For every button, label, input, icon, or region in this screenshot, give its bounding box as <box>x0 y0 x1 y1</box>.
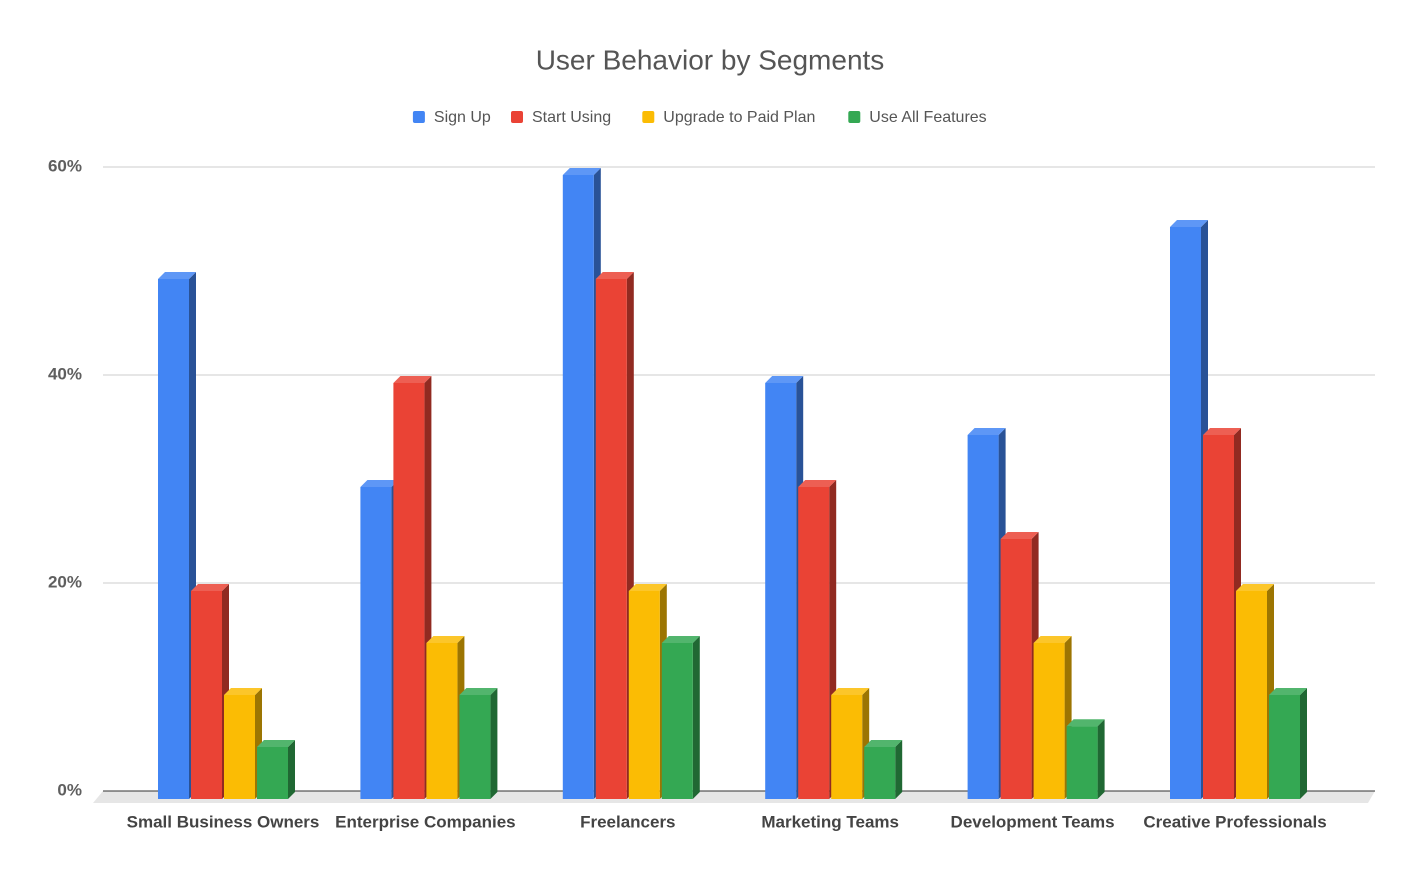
bar <box>1033 643 1065 799</box>
bar-top <box>426 636 465 643</box>
bar <box>562 175 594 799</box>
bar-top <box>1203 428 1241 435</box>
bar-side <box>895 740 903 799</box>
bar-top <box>224 688 262 695</box>
legend-swatch <box>642 111 655 123</box>
bar-top <box>191 584 229 591</box>
bar <box>661 643 693 799</box>
y-tick-label: 40% <box>48 364 82 383</box>
bar <box>831 695 863 799</box>
legend-label: Sign Up <box>434 109 491 126</box>
bar-top <box>158 272 196 279</box>
bar-top <box>831 688 870 695</box>
bar-top <box>798 480 837 487</box>
bar-top <box>765 376 804 383</box>
bar-top <box>1000 532 1039 539</box>
bar-top <box>864 740 903 747</box>
x-tick-label: Enterprise Companies <box>335 812 515 831</box>
y-tick-label: 20% <box>48 572 82 591</box>
bar <box>257 747 288 799</box>
bar-side <box>1300 688 1307 799</box>
bar <box>864 747 896 799</box>
bar-side <box>490 688 498 799</box>
y-tick-label: 0% <box>57 780 82 799</box>
bar <box>360 487 392 799</box>
x-tick-label: Creative Professionals <box>1143 812 1326 831</box>
bar-side <box>1097 719 1105 799</box>
legend-label: Upgrade to Paid Plan <box>663 109 815 126</box>
legend-label: Use All Features <box>869 109 986 126</box>
legend-label: Start Using <box>532 109 611 126</box>
bar-top <box>628 584 667 591</box>
bar <box>1269 695 1300 799</box>
bar <box>426 643 458 799</box>
bar-top <box>257 740 295 747</box>
bar <box>765 383 797 799</box>
bar-top <box>1033 636 1072 643</box>
x-tick-label: Development Teams <box>951 812 1115 831</box>
chart-title: User Behavior by Segments <box>536 44 885 75</box>
bar <box>393 383 425 799</box>
x-tick-label: Small Business Owners <box>127 812 320 831</box>
bar-top <box>360 480 399 487</box>
bar <box>459 695 491 799</box>
bar-top <box>1236 584 1274 591</box>
bar-top <box>1170 220 1208 227</box>
bar <box>224 695 255 799</box>
bar <box>595 279 627 799</box>
bar-side <box>692 636 700 799</box>
bar <box>191 591 222 799</box>
bar-top <box>661 636 700 643</box>
x-tick-label: Freelancers <box>580 812 675 831</box>
bar <box>1203 435 1234 799</box>
legend-swatch <box>511 111 523 123</box>
bar <box>1000 539 1032 799</box>
bar <box>158 279 189 799</box>
x-tick-label: Marketing Teams <box>761 812 899 831</box>
y-tick-label: 60% <box>48 156 82 175</box>
bar-top <box>393 376 432 383</box>
bar-top <box>459 688 498 695</box>
bar-top <box>1066 719 1105 727</box>
bar-side <box>288 740 295 799</box>
bar-top <box>1269 688 1307 695</box>
bar-top <box>967 428 1006 435</box>
bar <box>628 591 660 799</box>
bar-top <box>562 168 601 175</box>
bar <box>1170 227 1201 799</box>
bar <box>798 487 830 799</box>
bar <box>1066 726 1098 799</box>
legend-swatch <box>848 111 861 123</box>
bar-top <box>595 272 634 279</box>
bar <box>967 435 999 799</box>
legend-swatch <box>412 111 425 123</box>
bar <box>1236 591 1267 799</box>
